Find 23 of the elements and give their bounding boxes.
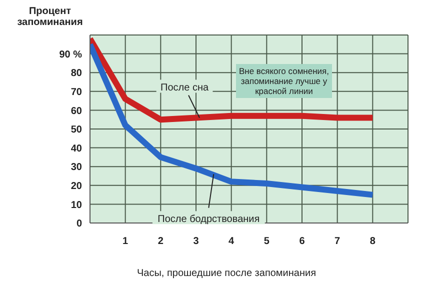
x-tick-label: 4 [228, 236, 235, 248]
x-tick-label: 3 [193, 236, 200, 248]
y-tick-label: 50 [70, 124, 82, 136]
y-tick-label: 80 [70, 68, 82, 80]
annotation: Вне всякого сомнения, запоминание лучше у красной линии [236, 64, 332, 98]
annotation: После сна [160, 82, 209, 94]
annotation: После бодрствования [158, 214, 260, 226]
y-tick-label: 10 [70, 200, 82, 211]
x-tick-label: 5 [264, 236, 270, 248]
x-axis-title: Часы, прошедшие после запоминания [136, 268, 317, 279]
x-tick-label: 7 [334, 236, 341, 248]
y-tick-label: 30 [70, 162, 82, 174]
x-tick-label: 6 [299, 236, 306, 248]
x-tick-label: 8 [370, 236, 376, 248]
y-tick-label: 60 [70, 106, 82, 117]
x-tick-label: 1 [122, 236, 129, 248]
y-axis-title: Процент запоминания [16, 6, 84, 28]
y-tick-label: 40 [70, 143, 82, 154]
y-tick-label: 20 [70, 180, 82, 192]
y-tick-label: 0 [76, 218, 82, 230]
x-tick-label: 2 [158, 236, 164, 248]
y-tick-label: 70 [70, 86, 82, 98]
y-tick-label: 90 % [59, 49, 82, 60]
